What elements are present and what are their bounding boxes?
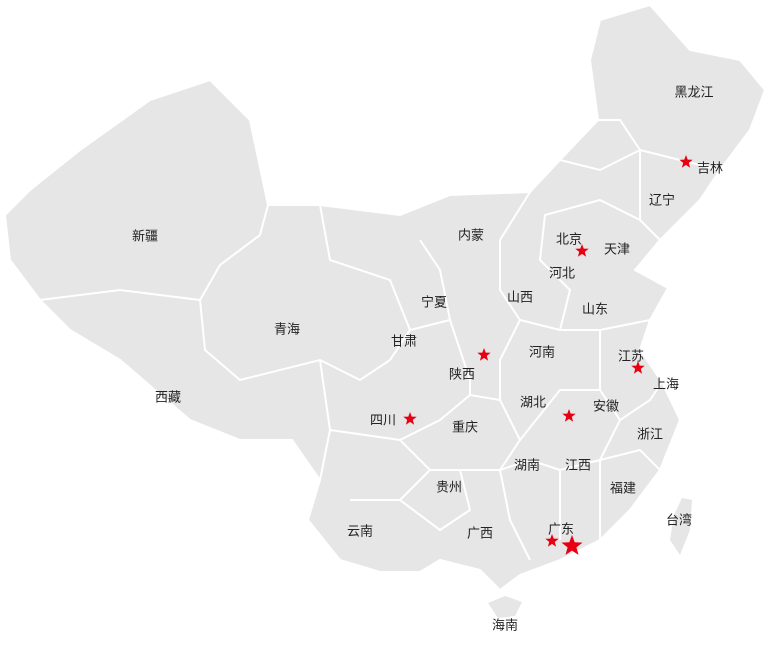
province-label-hainan[interactable]: 海南: [491, 618, 519, 634]
star-icon-jilin: [679, 155, 693, 168]
province-label-shaanxi[interactable]: 陕西: [448, 367, 476, 383]
province-label-gansu[interactable]: 甘肃: [390, 334, 418, 350]
star-icon-guangdong: [545, 534, 559, 547]
province-borders: [39, 119, 721, 561]
province-label-fujian[interactable]: 福建: [609, 481, 637, 497]
province-label-neimeng[interactable]: 内蒙: [457, 228, 485, 244]
province-label-chongqing[interactable]: 重庆: [451, 420, 479, 436]
province-label-shanghai[interactable]: 上海: [652, 377, 680, 393]
province-label-heilongjiang[interactable]: 黑龙江: [674, 85, 714, 101]
province-label-hebei[interactable]: 河北: [548, 266, 576, 282]
major-star-icon-guangdong: [561, 535, 583, 555]
province-label-hunan[interactable]: 湖南: [513, 458, 541, 474]
star-icon-hubei: [562, 409, 576, 422]
star-icon-sichuan: [403, 412, 417, 425]
province-label-hubei[interactable]: 湖北: [519, 395, 547, 411]
province-label-xizang[interactable]: 西藏: [154, 390, 182, 406]
star-icon-beijing: [575, 244, 589, 257]
star-icon-jiangsu: [631, 361, 645, 374]
province-label-jiangsu[interactable]: 江苏: [617, 349, 645, 365]
province-label-guizhou[interactable]: 贵州: [435, 480, 463, 496]
province-label-anhui[interactable]: 安徽: [592, 399, 620, 415]
province-label-sichuan[interactable]: 四川: [369, 413, 397, 429]
province-label-shanxi[interactable]: 山西: [506, 290, 534, 306]
province-label-beijing[interactable]: 北京: [555, 232, 583, 248]
province-label-taiwan[interactable]: 台湾: [665, 513, 693, 529]
province-label-yunnan[interactable]: 云南: [346, 524, 374, 540]
province-label-jiangxi[interactable]: 江西: [564, 458, 592, 474]
province-label-liaoning[interactable]: 辽宁: [648, 193, 676, 209]
mainland-shape: [3, 3, 767, 592]
province-label-shandong[interactable]: 山东: [581, 302, 609, 318]
province-label-xinjiang[interactable]: 新疆: [131, 229, 159, 245]
hainan-shape: [488, 596, 522, 618]
province-label-jilin[interactable]: 吉林: [696, 161, 724, 177]
province-label-zhejiang[interactable]: 浙江: [636, 427, 664, 443]
province-label-guangdong[interactable]: 广东: [547, 522, 575, 538]
province-label-guangxi[interactable]: 广西: [466, 526, 494, 542]
province-label-qinghai[interactable]: 青海: [273, 322, 301, 338]
province-label-henan[interactable]: 河南: [528, 345, 556, 361]
province-label-tianjin[interactable]: 天津: [603, 242, 631, 258]
taiwan-shape: [670, 498, 692, 555]
star-markers: [403, 155, 693, 555]
star-icon-shaanxi: [477, 348, 491, 361]
province-label-ningxia[interactable]: 宁夏: [420, 295, 448, 311]
